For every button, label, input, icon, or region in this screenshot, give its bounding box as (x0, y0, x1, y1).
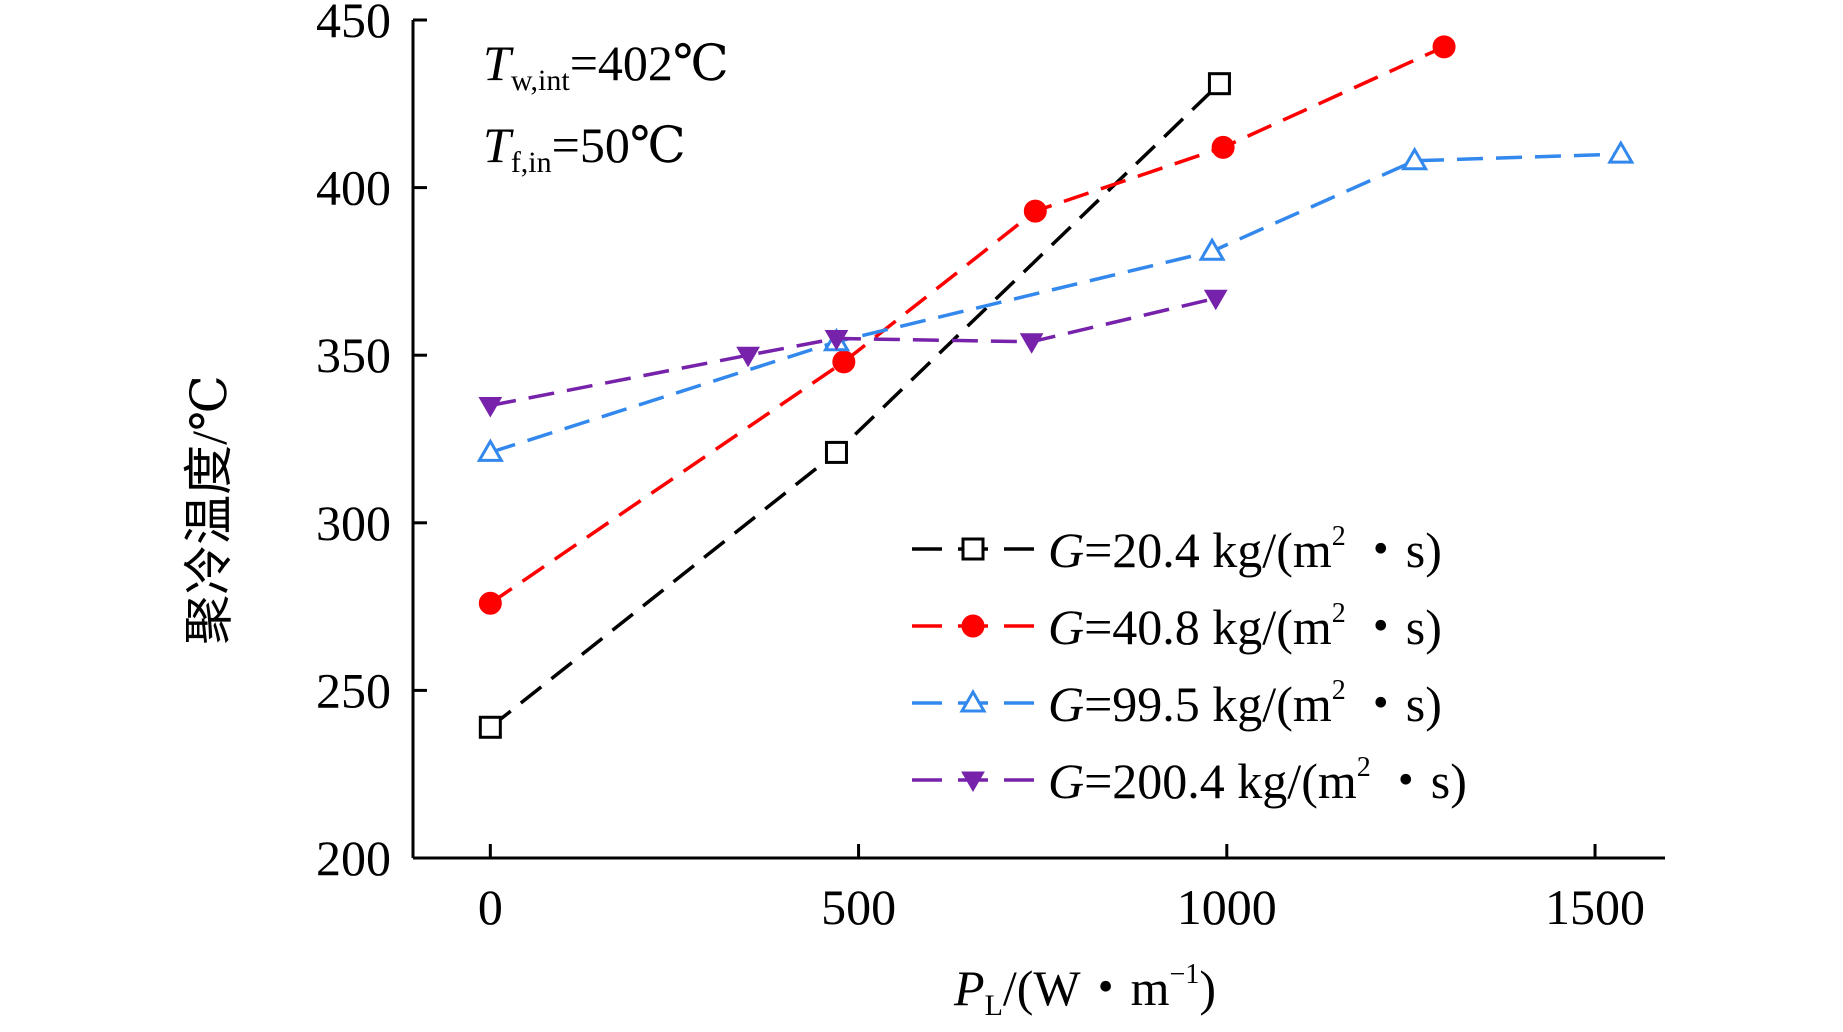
data-point-s2 (1432, 35, 1456, 59)
data-point-s4 (478, 396, 503, 418)
legend-label-4-text: =200.4 kg/(m (1084, 753, 1357, 809)
series-1 (478, 72, 1231, 739)
legend-label-4-end: ・s) (1381, 753, 1467, 809)
data-point-s4 (1019, 333, 1044, 354)
x-tick-label: 1500 (1545, 879, 1645, 935)
legend-label-3-end: ・s) (1356, 676, 1442, 732)
legend-swatch-4 (912, 771, 1034, 792)
data-point-s4 (824, 329, 849, 351)
x-axis-title-sup: −1 (1170, 959, 1200, 990)
legend-label-1-text: =20.4 kg/(m (1084, 522, 1332, 578)
x-axis-title-unit: /(W・m (1003, 960, 1170, 1016)
legend-swatch-2 (912, 614, 1034, 638)
legend-label-2-text: =40.8 kg/(m (1084, 599, 1332, 655)
annotation-fluid-temp: Tf,in=50℃ (483, 117, 686, 179)
legend: G=20.4 kg/(m2 ・s) G=40.8 kg/(m2 ・s) G=99.5… (912, 521, 1467, 809)
x-axis-title: PL/(W・m−1) (953, 959, 1216, 1022)
data-point-s3 (1198, 237, 1226, 261)
legend-entry-2: G=40.8 kg/(m2 ・s) (912, 598, 1442, 655)
data-point-s2 (1211, 135, 1235, 159)
legend-swatch-1 (912, 537, 1034, 561)
legend-label-1: G=20.4 kg/(m2 ・s) (1048, 521, 1442, 578)
data-point-s3 (476, 438, 504, 462)
legend-entry-4: G=200.4 kg/(m2 ・s) (912, 752, 1467, 809)
legend-entry-1: G=20.4 kg/(m2 ・s) (912, 521, 1442, 578)
legend-label-3-var: G (1048, 676, 1084, 732)
x-ticks: 0 500 1000 1500 (478, 844, 1645, 935)
legend-label-1-end: ・s) (1356, 522, 1442, 578)
series-3 (476, 140, 1635, 462)
legend-swatch-3 (912, 689, 1034, 713)
legend-marker (961, 771, 985, 792)
legend-label-2-var: G (1048, 599, 1084, 655)
series-line-4 (489, 296, 1217, 408)
y-tick-label: 300 (316, 495, 391, 551)
x-tick-label: 1000 (1177, 879, 1277, 935)
legend-marker (959, 689, 987, 713)
legend-label-4: G=200.4 kg/(m2 ・s) (1048, 752, 1467, 809)
legend-label-3: G=99.5 kg/(m2 ・s) (1048, 675, 1442, 732)
annotation-wall-temp-sub: w,int (511, 64, 571, 97)
y-tick-label: 200 (316, 830, 391, 886)
data-point-s1 (1207, 72, 1231, 96)
legend-marker (961, 614, 985, 638)
y-ticks: 200 250 300 350 400 450 (316, 0, 427, 886)
series-layer (476, 35, 1635, 739)
data-point-s1 (824, 440, 848, 464)
annotation-wall-temp: Tw,int=402℃ (483, 35, 729, 97)
legend-entry-3: G=99.5 kg/(m2 ・s) (912, 675, 1442, 732)
data-point-s4 (736, 346, 760, 368)
data-point-s2 (478, 591, 502, 615)
legend-label-4-sup: 2 (1357, 752, 1371, 783)
data-point-s3 (1400, 146, 1429, 171)
annotation-fluid-temp-sub: f,in (511, 146, 552, 179)
x-tick-label: 500 (821, 879, 896, 935)
data-point-s2 (1023, 199, 1047, 223)
annotation-fluid-temp-var: T (483, 117, 514, 173)
series-line-3 (489, 152, 1621, 455)
x-axis-title-unit-end: ) (1199, 960, 1216, 1016)
axes (411, 20, 1665, 860)
y-tick-label: 250 (316, 662, 391, 718)
legend-label-1-var: G (1048, 522, 1084, 578)
legend-label-2: G=40.8 kg/(m2 ・s) (1048, 598, 1442, 655)
y-tick-label: 450 (316, 0, 391, 48)
legend-label-4-var: G (1048, 753, 1084, 809)
y-axis-title: 聚冷温度/℃ (181, 375, 237, 645)
legend-label-3-text: =99.5 kg/(m (1084, 676, 1332, 732)
annotation-wall-temp-value: =402℃ (570, 35, 729, 91)
y-tick-label: 400 (316, 160, 391, 216)
legend-marker (961, 537, 985, 561)
y-tick-label: 350 (316, 327, 391, 383)
series-2 (478, 35, 1456, 615)
legend-label-1-sup: 2 (1332, 521, 1346, 552)
data-point-s3 (1607, 140, 1635, 164)
annotation-wall-temp-var: T (483, 35, 514, 91)
x-tick-label: 0 (478, 879, 503, 935)
data-point-s4 (1203, 289, 1228, 311)
x-axis-title-var: P (953, 960, 985, 1016)
data-point-s1 (478, 715, 502, 739)
series-4 (478, 289, 1228, 418)
data-point-s2 (832, 350, 856, 374)
legend-label-2-end: ・s) (1356, 599, 1442, 655)
annotation-fluid-temp-value: =50℃ (552, 117, 686, 173)
legend-label-2-sup: 2 (1332, 598, 1346, 629)
legend-label-3-sup: 2 (1332, 675, 1346, 706)
x-axis-title-sub: L (985, 989, 1003, 1022)
